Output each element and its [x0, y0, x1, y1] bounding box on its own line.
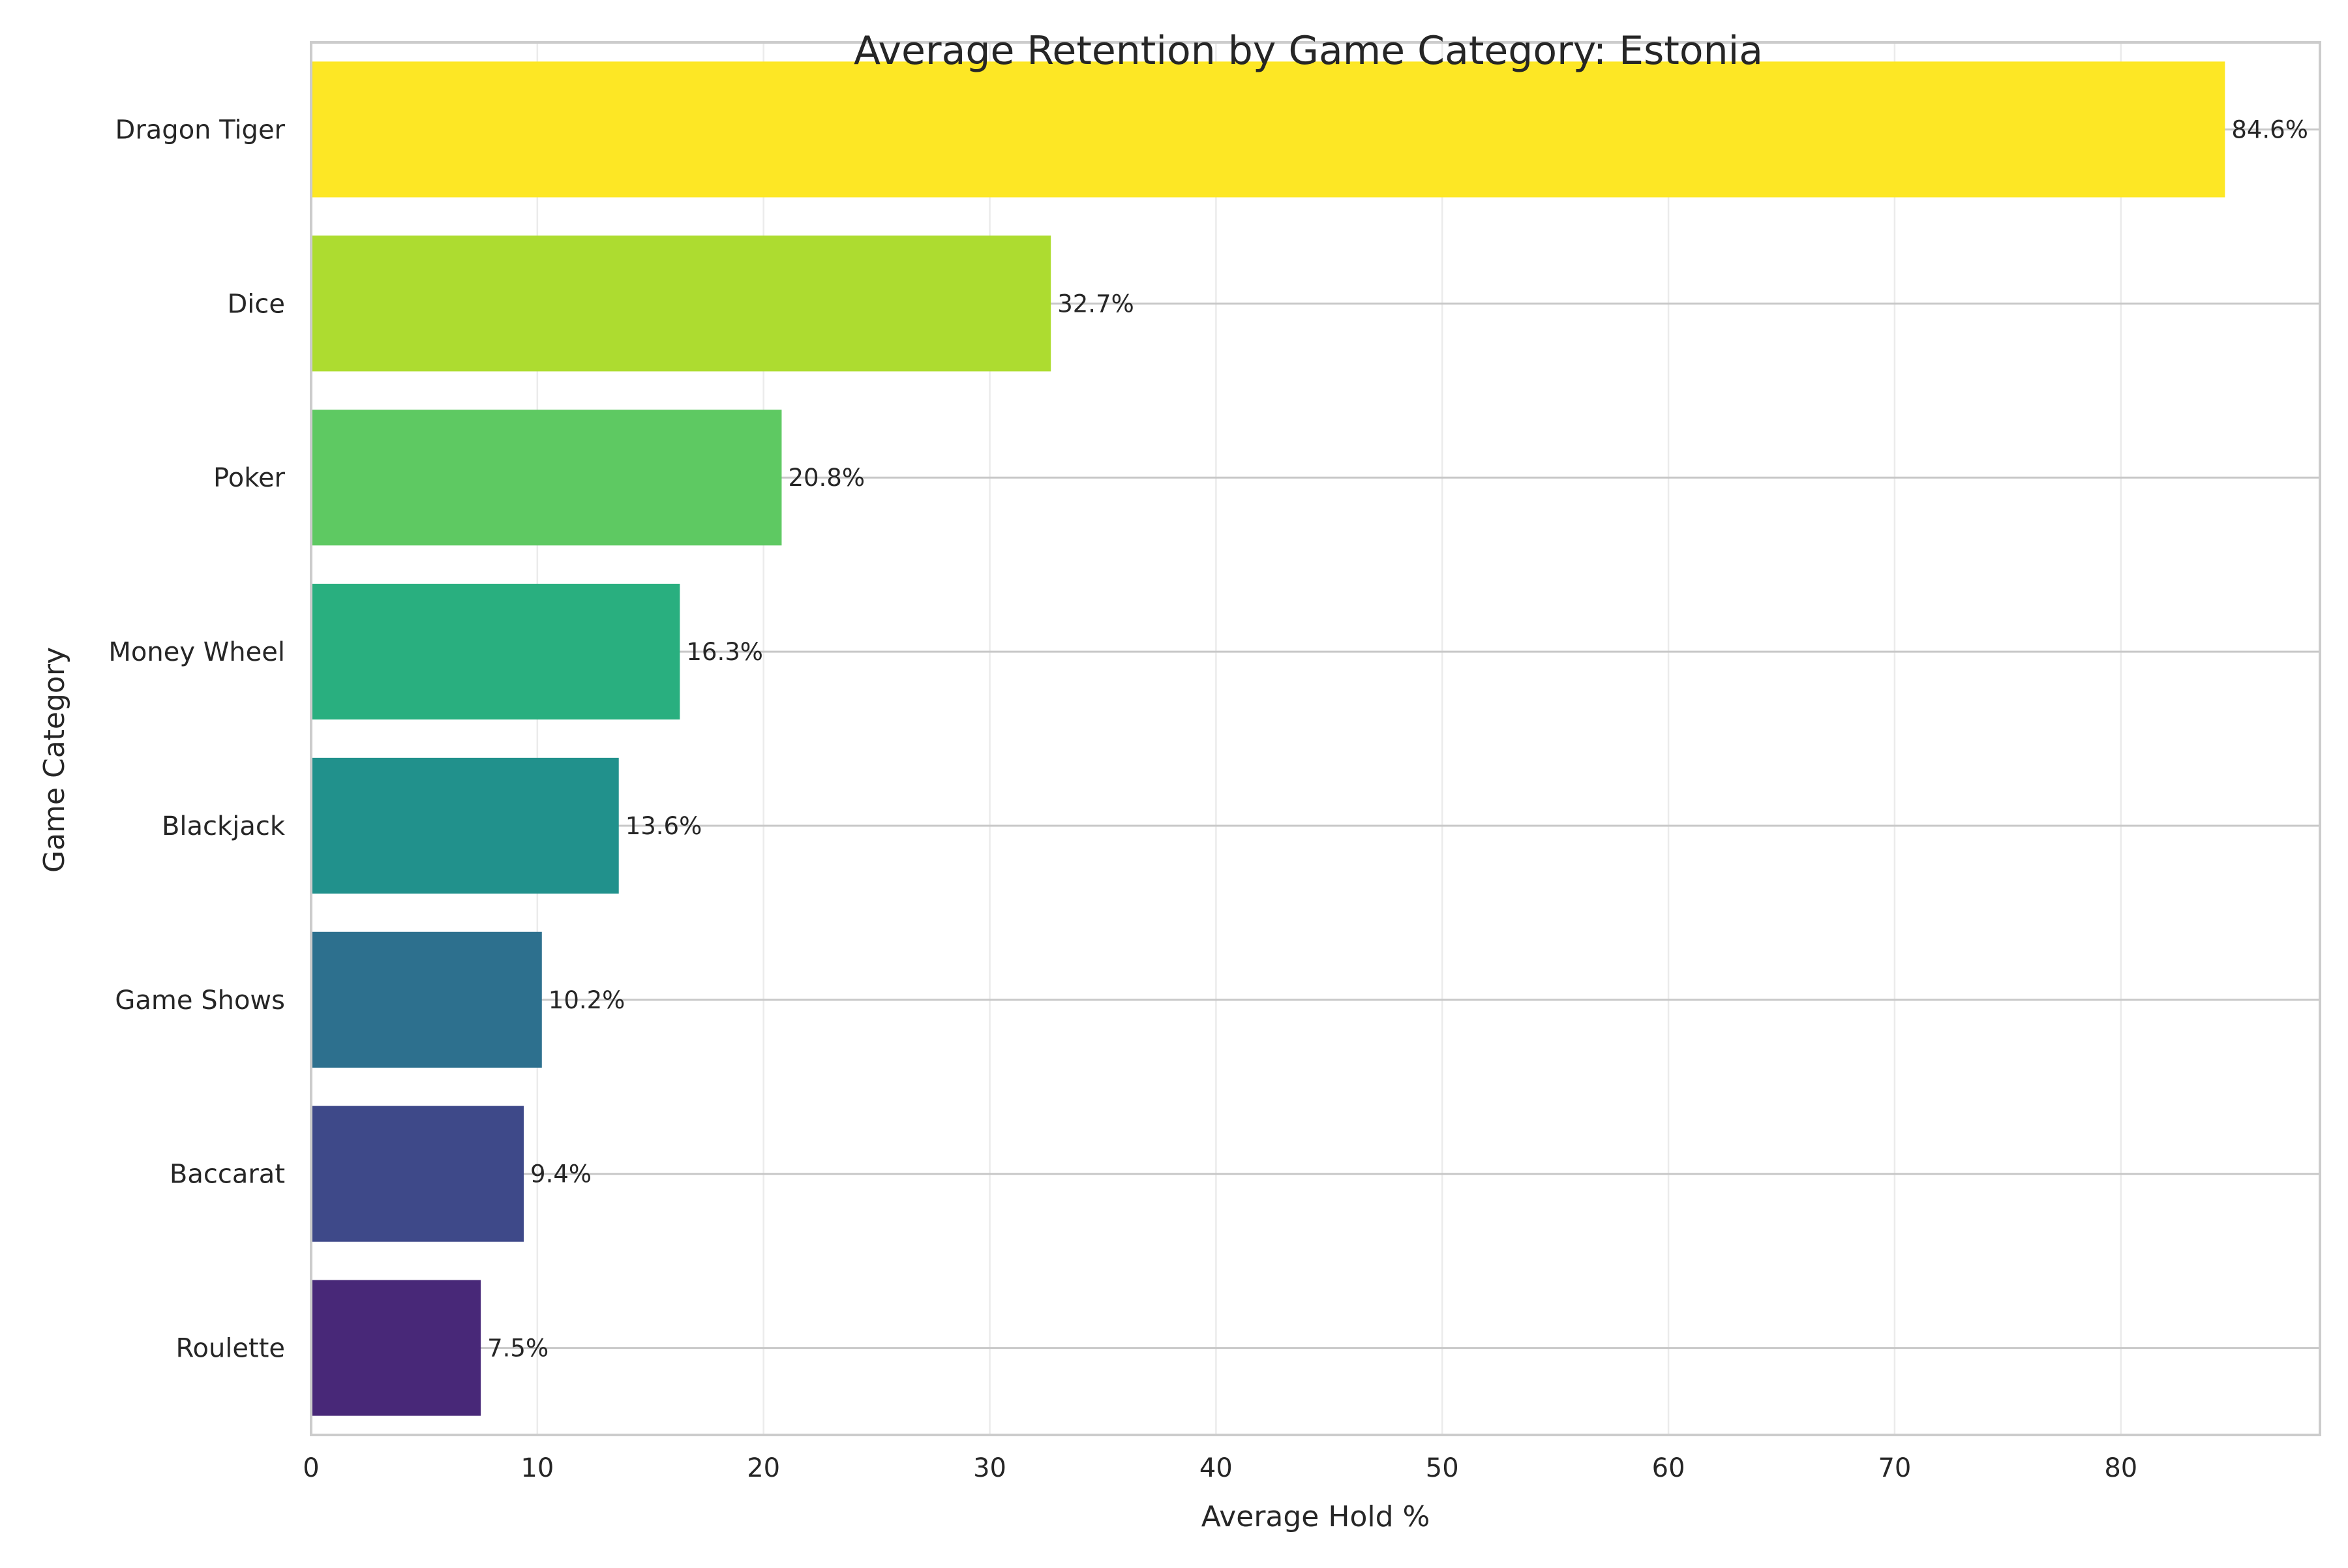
data-label: 32.7% — [1057, 290, 1134, 318]
bar-dragon-tiger — [311, 61, 2225, 198]
data-label: 20.8% — [788, 464, 865, 492]
y-axis-label: Game Category — [38, 647, 71, 873]
bar-baccarat — [311, 1106, 524, 1242]
y-tick-labels: Roulette Baccarat Game Shows Blackjack Money… — [108, 115, 285, 1363]
y-tick-label: Baccarat — [170, 1160, 285, 1190]
x-tick-labels: 0 10 20 30 40 50 60 70 80 — [303, 1453, 2137, 1483]
bar-poker — [311, 410, 782, 546]
x-axis-label: Average Hold % — [1201, 1500, 1430, 1533]
chart-title: Average Retention by Game Category: Esto… — [854, 28, 1763, 74]
y-tick-label: Money Wheel — [108, 637, 285, 667]
x-tick-label: 40 — [1199, 1453, 1233, 1483]
x-tick-label: 0 — [303, 1453, 319, 1483]
x-tick-label: 50 — [1426, 1453, 1459, 1483]
x-tick-label: 30 — [973, 1453, 1006, 1483]
y-tick-label: Roulette — [175, 1334, 285, 1364]
y-tick-label: Blackjack — [162, 811, 286, 841]
x-tick-label: 80 — [2104, 1453, 2137, 1483]
x-tick-label: 10 — [520, 1453, 554, 1483]
y-tick-label: Dice — [227, 289, 285, 319]
y-tick-label: Dragon Tiger — [115, 115, 286, 145]
x-tick-label: 70 — [1878, 1453, 1911, 1483]
bars — [311, 61, 2225, 1416]
bar-roulette — [311, 1280, 481, 1416]
bar-dice — [311, 235, 1051, 372]
data-label: 84.6% — [2231, 115, 2308, 143]
bar-blackjack — [311, 757, 619, 894]
data-label: 16.3% — [686, 638, 763, 666]
x-tick-label: 20 — [747, 1453, 780, 1483]
bar-money-wheel — [311, 583, 680, 720]
y-tick-label: Poker — [213, 463, 286, 493]
plot-frame — [310, 41, 2321, 1436]
data-label: 13.6% — [625, 812, 702, 840]
y-tick-label: Game Shows — [115, 986, 285, 1016]
x-tick-label: 60 — [1652, 1453, 1685, 1483]
bar-game-shows — [311, 931, 542, 1068]
data-label: 10.2% — [549, 986, 625, 1014]
data-label: 9.4% — [530, 1160, 592, 1188]
data-labels: 7.5% 9.4% 10.2% 13.6% 16.3% 20.8% 32.7% 84.6% — [487, 115, 2308, 1362]
data-label: 7.5% — [487, 1334, 549, 1363]
